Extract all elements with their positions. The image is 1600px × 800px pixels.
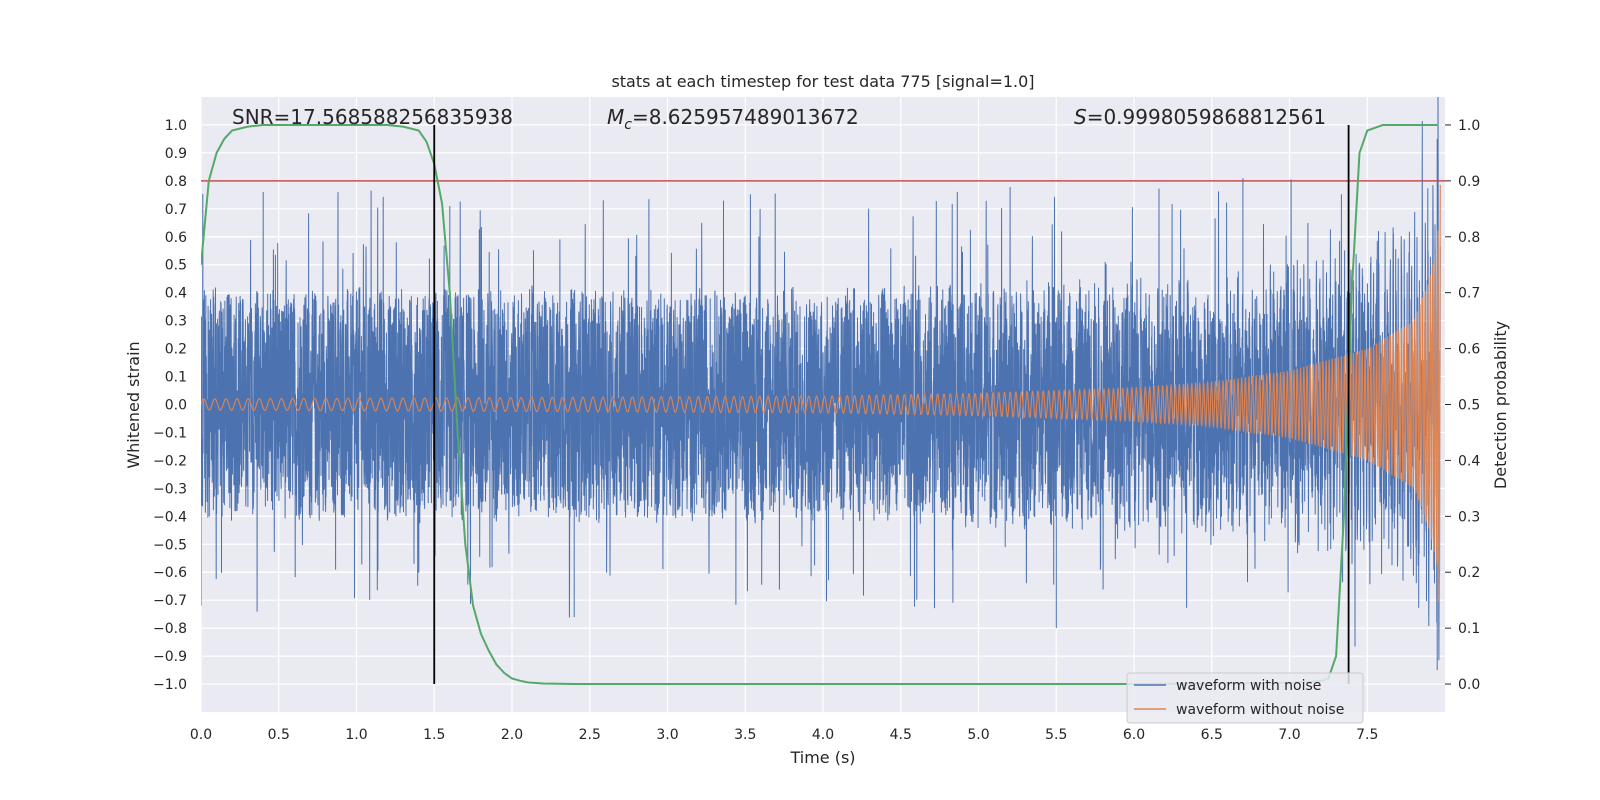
snr-annotation: SNR=17.568588256835938 bbox=[232, 105, 513, 129]
y-tick-label: 0.3 bbox=[165, 314, 187, 330]
y-tick-label: −0.4 bbox=[153, 509, 187, 525]
y-axis-ticks: −1.0 −0.9 −0.8 −0.7 −0.6 −0.5 −0.4 −0.3 −0.2 −0.1… bbox=[153, 118, 187, 693]
y-tick-label: 0.6 bbox=[165, 230, 187, 246]
y2-tick-label: 0.7 bbox=[1458, 286, 1480, 302]
x-axis-ticks: 0.0 0.5 1.0 1.5 2.0 2.5 3.0 3.5 4.0 4.5 5.0 5.5 6.0 6… bbox=[190, 727, 1379, 743]
y-tick-label: −0.2 bbox=[153, 453, 187, 469]
x-tick-label: 4.5 bbox=[890, 727, 912, 743]
y-tick-label: −1.0 bbox=[153, 677, 187, 693]
y-tick-label: 0.4 bbox=[165, 286, 187, 302]
y-tick-label: 0.2 bbox=[165, 342, 187, 358]
x-tick-label: 6.5 bbox=[1201, 727, 1223, 743]
y-tick-label: −0.9 bbox=[153, 649, 187, 665]
y-tick-label: −0.3 bbox=[153, 481, 187, 497]
y-tick-label: 1.0 bbox=[165, 118, 187, 134]
x-tick-label: 0.0 bbox=[190, 727, 212, 743]
y-tick-label: −0.5 bbox=[153, 537, 187, 553]
y-tick-label: 0.1 bbox=[165, 370, 187, 386]
series-waveform-without-noise bbox=[201, 184, 1441, 603]
y2-axis-label: Detection probability bbox=[1491, 321, 1510, 489]
y2-tick-label: 0.1 bbox=[1458, 621, 1480, 637]
y2-tick-label: 0.9 bbox=[1458, 174, 1480, 190]
y2-tick-label: 0.8 bbox=[1458, 230, 1480, 246]
y2-tick-label: 0.5 bbox=[1458, 398, 1480, 414]
vertical-markers bbox=[433, 124, 1350, 685]
chirp-mass-annotation: Mc=8.625957489013672 bbox=[607, 105, 859, 133]
y-tick-label: 0.7 bbox=[165, 202, 187, 218]
y2-axis-ticks: 0.0 0.1 0.2 0.3 0.4 0.5 0.6 0.7 0.8 0.9 1.0 bbox=[1445, 118, 1480, 693]
y2-tick-label: 0.6 bbox=[1458, 342, 1480, 358]
y-tick-label: −0.7 bbox=[153, 593, 187, 609]
y-tick-label: 0.9 bbox=[165, 146, 187, 162]
y2-tick-label: 0.2 bbox=[1458, 565, 1480, 581]
x-tick-label: 1.5 bbox=[423, 727, 445, 743]
score-annotation: S=0.9998059868812561 bbox=[1074, 105, 1326, 129]
series-detection-probability bbox=[201, 124, 1438, 685]
y-tick-label: −0.8 bbox=[153, 621, 187, 637]
y-axis-label: Whitened strain bbox=[124, 341, 143, 468]
x-axis-label: Time (s) bbox=[789, 748, 855, 767]
y2-tick-label: 0.4 bbox=[1458, 453, 1480, 469]
y-tick-label: −0.1 bbox=[153, 425, 187, 441]
x-tick-label: 2.0 bbox=[501, 727, 523, 743]
y2-tick-label: 0.3 bbox=[1458, 509, 1480, 525]
chart-title: stats at each timestep for test data 775… bbox=[611, 72, 1034, 91]
y-tick-label: −0.6 bbox=[153, 565, 187, 581]
x-tick-label: 7.0 bbox=[1278, 727, 1300, 743]
y-tick-label: 0.8 bbox=[165, 174, 187, 190]
x-tick-label: 5.0 bbox=[967, 727, 989, 743]
legend-label-noise: waveform with noise bbox=[1176, 678, 1321, 694]
x-tick-label: 7.5 bbox=[1356, 727, 1378, 743]
y-tick-label: 0.5 bbox=[165, 258, 187, 274]
y2-tick-label: 0.0 bbox=[1458, 677, 1480, 693]
x-tick-label: 4.0 bbox=[812, 727, 834, 743]
y-tick-label: 0.0 bbox=[165, 398, 187, 414]
legend-label-clean: waveform without noise bbox=[1176, 702, 1344, 718]
x-tick-label: 6.0 bbox=[1123, 727, 1145, 743]
x-tick-label: 1.0 bbox=[345, 727, 367, 743]
legend-box bbox=[1126, 672, 1364, 724]
y2-tick-label: 1.0 bbox=[1458, 118, 1480, 134]
x-tick-label: 5.5 bbox=[1045, 727, 1067, 743]
x-tick-label: 3.5 bbox=[734, 727, 756, 743]
legend: waveform with noise waveform without noi… bbox=[1126, 672, 1364, 724]
x-tick-label: 2.5 bbox=[579, 727, 601, 743]
x-tick-label: 3.0 bbox=[656, 727, 678, 743]
x-tick-label: 0.5 bbox=[268, 727, 290, 743]
